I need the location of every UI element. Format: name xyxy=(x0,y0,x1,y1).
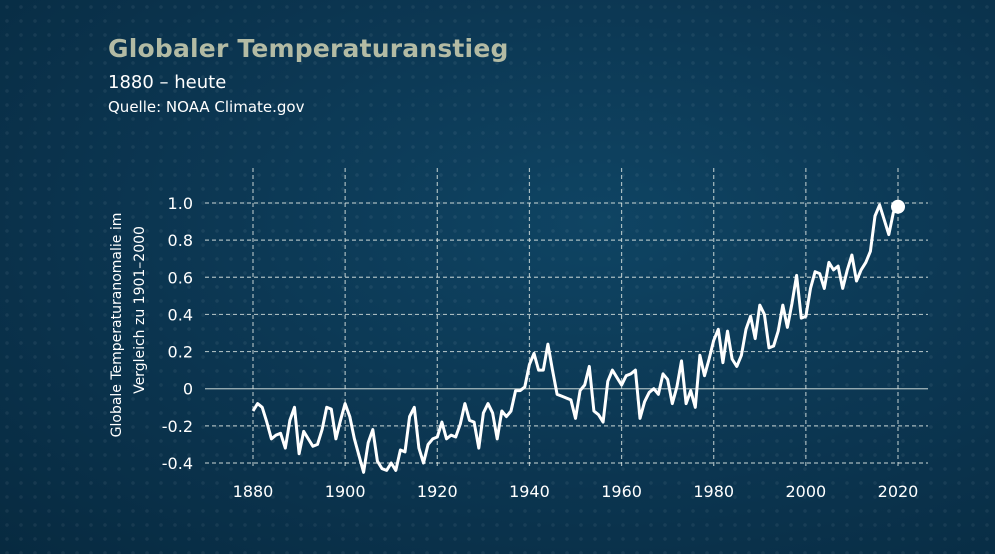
series-line xyxy=(251,203,900,474)
chart-title: Globaler Temperaturanstieg xyxy=(108,34,509,63)
y-tick-label: -0.4 xyxy=(162,454,193,473)
latest-point-marker xyxy=(891,199,905,214)
y-tick-label: 0.8 xyxy=(168,231,193,250)
x-tick-label: 1880 xyxy=(233,482,274,501)
chart-source: Quelle: NOAA Climate.gov xyxy=(108,98,305,116)
y-tick-label: 0.6 xyxy=(168,268,193,287)
x-tick-label: 1940 xyxy=(509,482,550,501)
chart-subtitle: 1880 – heute xyxy=(108,72,227,93)
y-tick-label: -0.2 xyxy=(162,417,193,436)
x-tick-label: 1980 xyxy=(693,482,734,501)
y-axis-label-line2: Vergleich zu 1901–2000 xyxy=(132,226,148,394)
grid xyxy=(205,168,928,466)
x-tick-label: 2020 xyxy=(878,482,919,501)
y-tick-labels: -0.4 -0.2 0 0.2 0.4 0.6 0.8 1.0 xyxy=(162,194,193,473)
y-tick-label: 0 xyxy=(183,380,193,399)
x-tick-labels: 1880 1900 1920 1940 1960 1980 2000 2020 xyxy=(233,482,919,501)
x-tick-label: 1920 xyxy=(417,482,458,501)
y-tick-label: 1.0 xyxy=(168,194,193,213)
y-axis-label-line1: Globale Temperaturanomalie im xyxy=(109,213,125,438)
y-tick-label: 0.2 xyxy=(168,343,193,362)
x-tick-label: 2000 xyxy=(785,482,826,501)
x-tick-label: 1900 xyxy=(325,482,366,501)
y-tick-label: 0.4 xyxy=(168,305,193,324)
x-tick-label: 1960 xyxy=(601,482,642,501)
